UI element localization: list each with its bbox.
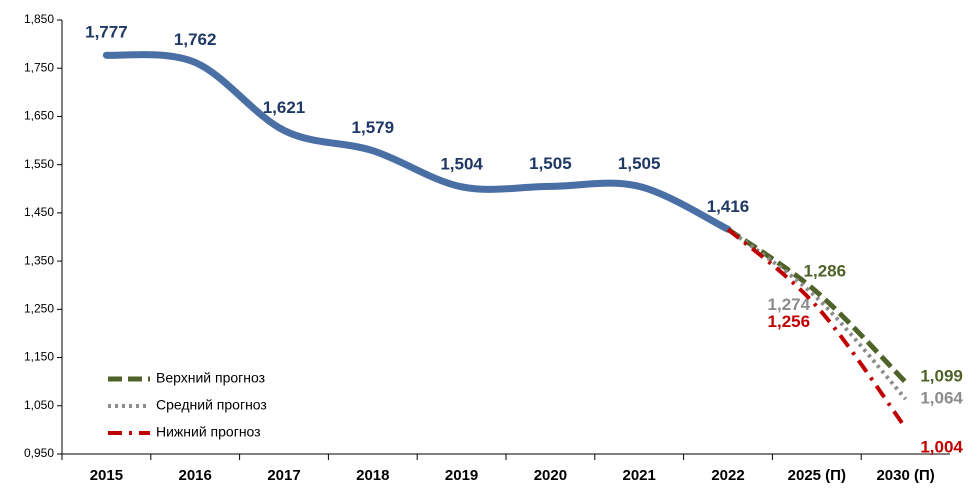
legend-label: Средний прогноз (156, 397, 267, 413)
series-line (726, 227, 908, 384)
data-label: 1,579 (352, 118, 395, 137)
y-tick-label: 1,750 (24, 60, 54, 74)
y-tick-label: 1,550 (24, 157, 54, 171)
y-tick-label: 1,850 (24, 12, 54, 26)
data-label: 1,505 (529, 154, 572, 173)
legend-label: Нижний прогноз (156, 424, 261, 440)
data-label: 1,256 (768, 312, 811, 331)
x-tick-label: 2017 (267, 467, 300, 484)
data-label: 1,064 (920, 389, 963, 408)
data-label: 1,762 (174, 30, 217, 49)
y-tick-label: 1,450 (24, 205, 54, 219)
x-tick-label: 2025 (П) (788, 467, 846, 484)
data-label: 1,777 (85, 23, 128, 42)
y-tick-label: 1,350 (24, 253, 54, 267)
x-tick-label: 2018 (356, 467, 389, 484)
data-label: 1,504 (440, 154, 483, 173)
data-label: 1,286 (804, 261, 847, 280)
legend-label: Верхний прогноз (156, 370, 265, 386)
data-label: 1,621 (263, 98, 306, 117)
y-tick-label: 1,150 (24, 350, 54, 364)
series-line (726, 227, 908, 401)
y-tick-label: 1,050 (24, 398, 54, 412)
x-tick-label: 2019 (445, 467, 478, 484)
x-tick-label: 2021 (623, 467, 656, 484)
y-tick-label: 0,950 (24, 446, 54, 460)
data-label: 1,099 (920, 367, 963, 386)
data-label: 1,004 (920, 437, 963, 456)
y-tick-label: 1,650 (24, 109, 54, 123)
data-label: 1,505 (618, 154, 661, 173)
x-tick-label: 2015 (90, 467, 123, 484)
data-label: 1,274 (768, 295, 811, 314)
y-tick-label: 1,250 (24, 302, 54, 316)
data-label: 1,416 (707, 197, 750, 216)
series-line (102, 51, 732, 233)
series-line (726, 227, 908, 430)
x-tick-label: 2016 (179, 467, 212, 484)
x-tick-label: 2022 (711, 467, 744, 484)
x-tick-label: 2030 (П) (876, 467, 934, 484)
x-tick-label: 2020 (534, 467, 567, 484)
